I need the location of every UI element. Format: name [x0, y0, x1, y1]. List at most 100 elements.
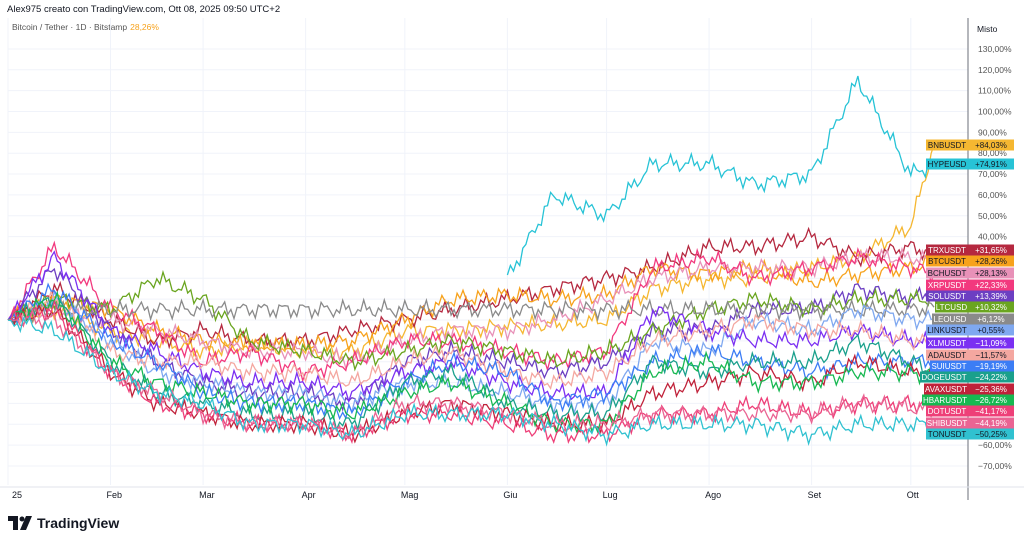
series-name-tag: [926, 324, 968, 336]
series-value-label: +0,55%: [977, 326, 1004, 335]
x-tick-label: Ott: [907, 490, 920, 500]
series-name-label: TONUSDT: [928, 430, 967, 439]
series-value-label: +6,12%: [977, 315, 1004, 324]
series-value-tag: [968, 324, 1014, 336]
series-name-tag: [926, 158, 968, 170]
series-value-label: +13,39%: [975, 292, 1007, 301]
series-value-tag: [968, 349, 1014, 361]
series-value-label: −41,17%: [975, 407, 1007, 416]
series-name-tag: [926, 255, 968, 267]
series-value-label: +28,13%: [975, 269, 1007, 278]
series-name-label: LTCUSD: [936, 303, 968, 312]
series-line-suiusdt: [7, 282, 935, 421]
tradingview-logo: TradingView: [8, 515, 119, 531]
series-name-tag: [926, 349, 968, 361]
symbol-legend[interactable]: Bitcoin / Tether · 1D · Bitstamp 28,26%: [12, 22, 159, 32]
y-tick-label: 50,00%: [978, 211, 1007, 221]
series-line-hypeusd: [506, 75, 935, 276]
series-name-label: SUIUSDT: [931, 362, 966, 371]
series-name-label: BTCUSDT: [928, 257, 966, 266]
series-name-tag: [926, 417, 968, 429]
series-value-tag: [968, 279, 1014, 291]
series-line-bchusdt: [7, 246, 935, 370]
series-value-tag: [968, 158, 1014, 170]
series-name-tag: [926, 139, 968, 151]
y-tick-label: 120,00%: [978, 65, 1012, 75]
series-value-tag: [968, 255, 1014, 267]
series-value-tag: [968, 360, 1014, 372]
y-tick-label: 40,00%: [978, 232, 1007, 242]
series-line-shibusdt: [8, 308, 935, 442]
series-value-label: −26,72%: [975, 396, 1007, 405]
series-name-tag: [924, 383, 968, 395]
series-value-tag: [968, 267, 1014, 279]
series-value-tag: [968, 290, 1014, 302]
series-line-trxusdt: [7, 226, 935, 353]
tradingview-logo-icon: [8, 516, 32, 530]
x-tick-label: Ago: [705, 490, 721, 500]
x-tick-label: Apr: [302, 490, 316, 500]
x-tick-label: 25: [12, 490, 22, 500]
series-name-tag: [930, 360, 968, 372]
series-value-tag: [968, 139, 1014, 151]
series-value-tag: [968, 428, 1014, 440]
chart-attribution: Alex975 creato con TradingView.com, Ott …: [7, 4, 281, 15]
series-line-tonusdt: [7, 315, 935, 447]
y-tick-label: 100,00%: [978, 107, 1012, 117]
series-line-hbarusdt: [7, 290, 935, 436]
y-tick-label: 80,00%: [978, 148, 1007, 158]
series-name-label: ADAUSDT: [928, 351, 966, 360]
series-value-label: −44,19%: [975, 419, 1007, 428]
series-name-label: HYPEUSD: [928, 160, 967, 169]
x-tick-label: Giu: [503, 490, 517, 500]
series-name-label: DOGEUSDT: [921, 373, 966, 382]
series-name-tag: [926, 244, 968, 256]
symbol-change: 28,26%: [130, 22, 159, 32]
scale-mode-label[interactable]: Misto: [977, 24, 998, 34]
series-name-label: BNBUSDT: [928, 141, 966, 150]
series-name-tag: [926, 428, 968, 440]
series-name-label: XLMUSDT: [928, 339, 966, 348]
x-tick-label: Mag: [401, 490, 419, 500]
series-value-label: +10,32%: [975, 303, 1007, 312]
series-value-label: +84,03%: [975, 141, 1007, 150]
series-name-tag: [926, 267, 968, 279]
series-name-tag: [926, 290, 968, 302]
series-name-label: HBARUSDT: [923, 396, 967, 405]
series-name-label: SHIBUSDT: [927, 419, 968, 428]
series-value-tag: [968, 371, 1014, 383]
series-value-label: −50,25%: [975, 430, 1007, 439]
series-line-btcusdt: [7, 253, 935, 354]
series-name-tag: [926, 279, 968, 291]
x-tick-label: Lug: [603, 490, 618, 500]
series-name-tag: [935, 301, 968, 313]
logo-text: TradingView: [37, 515, 120, 531]
x-tick-label: Mar: [199, 490, 215, 500]
y-tick-label: 60,00%: [978, 190, 1007, 200]
series-name-tag: [926, 405, 968, 417]
series-line-dotusdt: [7, 299, 935, 445]
series-value-label: +74,91%: [975, 160, 1007, 169]
x-tick-label: Feb: [107, 490, 123, 500]
series-value-tag: [968, 405, 1014, 417]
series-value-label: +31,65%: [975, 246, 1007, 255]
x-tick-label: Set: [808, 490, 822, 500]
y-tick-label: 90,00%: [978, 127, 1007, 137]
series-name-label: DOTUSDT: [928, 407, 967, 416]
series-value-tag: [968, 417, 1014, 429]
series-value-label: +28,26%: [975, 257, 1007, 266]
series-value-tag: [968, 301, 1014, 313]
series-value-tag: [968, 244, 1014, 256]
y-tick-label: −70,00%: [978, 461, 1012, 471]
series-name-label: LINKUSDT: [927, 326, 967, 335]
y-tick-label: 70,00%: [978, 169, 1007, 179]
series-name-tag: [922, 394, 968, 406]
series-name-tag: [926, 337, 968, 349]
series-value-label: −25,36%: [975, 385, 1007, 394]
series-line-xrpusdt: [7, 240, 935, 383]
series-line-leousd: [7, 297, 935, 324]
series-line-adausdt: [7, 288, 935, 391]
y-tick-label: −60,00%: [978, 440, 1012, 450]
y-tick-label: 130,00%: [978, 44, 1012, 54]
